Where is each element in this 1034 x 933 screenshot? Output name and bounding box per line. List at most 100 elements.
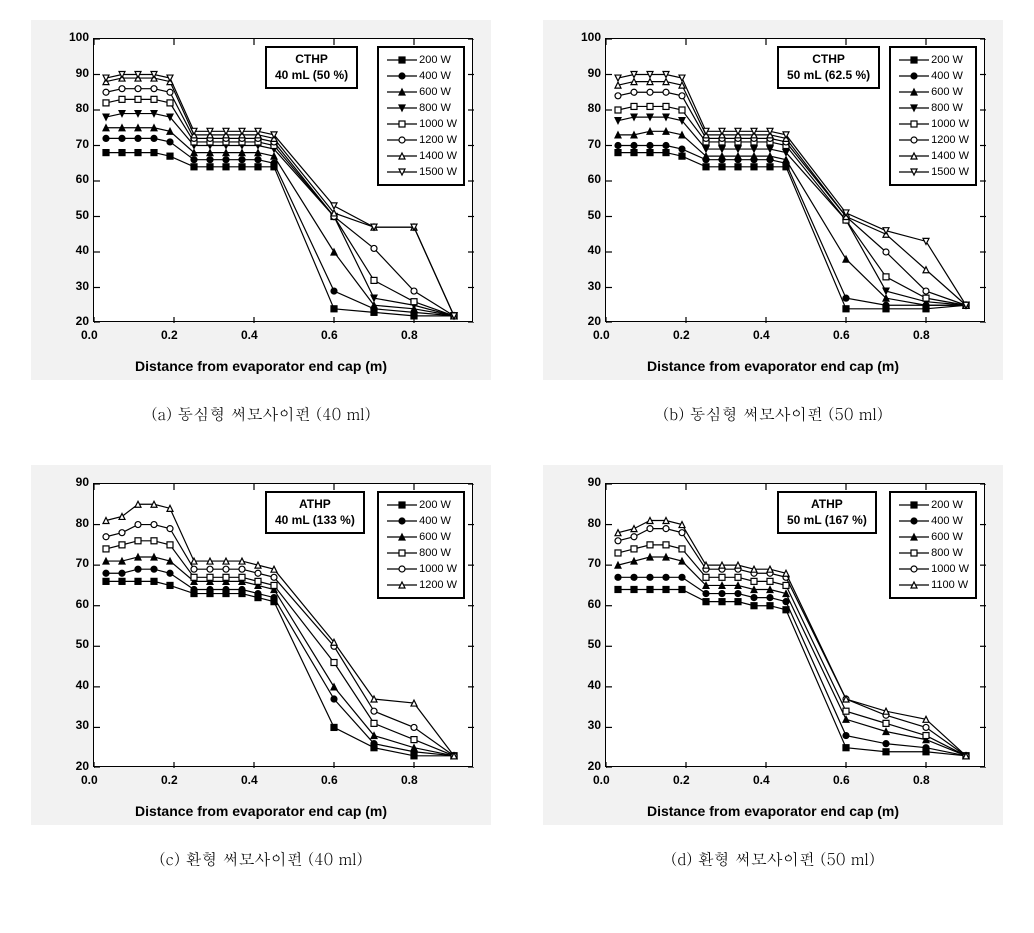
y-tick-label: 80 xyxy=(63,516,89,530)
y-tick-label: 30 xyxy=(63,718,89,732)
y-tick-label: 90 xyxy=(575,475,601,489)
x-tick-label: 0.0 xyxy=(81,328,98,342)
chart-panel-c: Wall Temperature (°C)Distance from evapo… xyxy=(20,465,502,870)
y-tick-label: 30 xyxy=(575,279,601,293)
chart-info-box: ATHP40 mL (133 %) xyxy=(265,491,365,534)
legend-symbol xyxy=(897,133,931,147)
y-tick-label: 60 xyxy=(575,597,601,611)
legend: 200 W 400 W 600 W 800 W 1000 W 1200 W xyxy=(377,491,465,599)
legend-label: 800 W xyxy=(419,547,451,559)
legend-symbol xyxy=(897,101,931,115)
legend-label: 800 W xyxy=(931,547,963,559)
legend-symbol xyxy=(897,149,931,163)
legend-item: 200 W xyxy=(897,497,969,513)
y-tick-label: 60 xyxy=(63,597,89,611)
legend-label: 800 W xyxy=(931,102,963,114)
legend-label: 400 W xyxy=(931,70,963,82)
y-tick-label: 40 xyxy=(63,678,89,692)
y-tick-label: 90 xyxy=(63,475,89,489)
legend-item: 1400 W xyxy=(385,148,457,164)
legend-item: 200 W xyxy=(385,52,457,68)
legend-symbol xyxy=(385,133,419,147)
legend-item: 1500 W xyxy=(897,164,969,180)
legend-item: 400 W xyxy=(385,68,457,84)
y-tick-label: 30 xyxy=(63,279,89,293)
legend-symbol xyxy=(385,165,419,179)
chart-grid: Wall Temperature (°C)Distance from evapo… xyxy=(20,20,1014,870)
legend-item: 800 W xyxy=(897,100,969,116)
info-line: ATHP xyxy=(787,497,867,513)
legend-label: 400 W xyxy=(931,515,963,527)
x-axis-label: Distance from evaporator end cap (m) xyxy=(135,803,387,819)
legend-label: 1000 W xyxy=(931,118,969,130)
legend-item: 1200 W xyxy=(897,132,969,148)
legend-item: 800 W xyxy=(897,545,969,561)
legend-label: 400 W xyxy=(419,515,451,527)
legend-label: 1400 W xyxy=(419,150,457,162)
x-tick-label: 0.8 xyxy=(401,328,418,342)
y-tick-label: 80 xyxy=(63,101,89,115)
y-tick-label: 60 xyxy=(575,172,601,186)
y-tick-label: 50 xyxy=(63,208,89,222)
y-tick-label: 50 xyxy=(63,637,89,651)
chart-info-box: CTHP40 mL (50 %) xyxy=(265,46,358,89)
x-tick-label: 0.6 xyxy=(833,773,850,787)
y-tick-label: 70 xyxy=(63,137,89,151)
y-tick-label: 80 xyxy=(575,101,601,115)
legend-label: 600 W xyxy=(419,531,451,543)
legend-label: 1000 W xyxy=(419,563,457,575)
chart-info-box: CTHP50 mL (62.5 %) xyxy=(777,46,880,89)
legend-item: 1000 W xyxy=(385,116,457,132)
caption-c: (c) 환형 써모사이펀 (40 ml) xyxy=(159,847,362,870)
legend-label: 1500 W xyxy=(931,166,969,178)
chart-panel-d: Wall Temperature (°C)Distance from evapo… xyxy=(532,465,1014,870)
y-tick-label: 60 xyxy=(63,172,89,186)
chart-panel-b: Wall Temperature (°C)Distance from evapo… xyxy=(532,20,1014,425)
legend-item: 1400 W xyxy=(897,148,969,164)
chart-box-a: Wall Temperature (°C)Distance from evapo… xyxy=(31,20,491,380)
legend-item: 400 W xyxy=(897,68,969,84)
legend-label: 1500 W xyxy=(419,166,457,178)
legend-label: 1100 W xyxy=(931,579,968,591)
legend-label: 600 W xyxy=(931,531,963,543)
y-tick-label: 20 xyxy=(575,759,601,773)
legend-symbol xyxy=(897,117,931,131)
x-tick-label: 0.8 xyxy=(401,773,418,787)
info-line: 50 mL (167 %) xyxy=(787,513,867,529)
legend-symbol xyxy=(385,530,419,544)
legend-label: 1000 W xyxy=(419,118,457,130)
y-tick-label: 70 xyxy=(63,556,89,570)
legend-label: 600 W xyxy=(931,86,963,98)
legend-symbol xyxy=(897,498,931,512)
legend-symbol xyxy=(385,53,419,67)
legend-label: 200 W xyxy=(931,499,963,511)
info-line: 40 mL (50 %) xyxy=(275,68,348,84)
legend-item: 400 W xyxy=(385,513,457,529)
x-axis-label: Distance from evaporator end cap (m) xyxy=(647,358,899,374)
legend-symbol xyxy=(385,117,419,131)
legend-symbol xyxy=(385,149,419,163)
y-tick-label: 20 xyxy=(63,759,89,773)
legend-symbol xyxy=(897,85,931,99)
legend-item: 1200 W xyxy=(385,577,457,593)
y-tick-label: 30 xyxy=(575,718,601,732)
legend-symbol xyxy=(385,546,419,560)
y-tick-label: 40 xyxy=(63,243,89,257)
chart-box-c: Wall Temperature (°C)Distance from evapo… xyxy=(31,465,491,825)
legend-symbol xyxy=(385,69,419,83)
legend: 200 W400 W600 W800 W1000 W1100 W xyxy=(889,491,977,599)
legend-label: 200 W xyxy=(419,499,451,511)
legend-item: 800 W xyxy=(385,100,457,116)
chart-info-box: ATHP50 mL (167 %) xyxy=(777,491,877,534)
legend: 200 W400 W600 W800 W1000 W1200 W1400 W15… xyxy=(377,46,465,186)
x-axis-label: Distance from evaporator end cap (m) xyxy=(135,358,387,374)
legend-label: 1400 W xyxy=(931,150,969,162)
y-tick-label: 50 xyxy=(575,208,601,222)
chart-box-b: Wall Temperature (°C)Distance from evapo… xyxy=(543,20,1003,380)
x-tick-label: 0.6 xyxy=(833,328,850,342)
legend-item: 1100 W xyxy=(897,577,969,593)
y-tick-label: 20 xyxy=(63,314,89,328)
legend-item: 1000 W xyxy=(897,116,969,132)
legend-symbol xyxy=(897,562,931,576)
legend-item: 1000 W xyxy=(385,561,457,577)
